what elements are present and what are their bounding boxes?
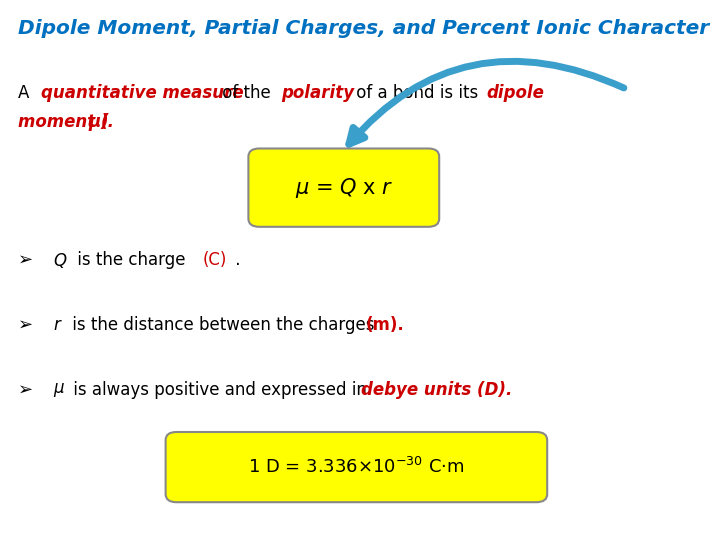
FancyBboxPatch shape [166,432,547,502]
Text: dipole: dipole [487,84,544,102]
Text: ➢: ➢ [18,251,33,269]
Text: A: A [18,84,35,102]
Text: .: . [230,251,241,269]
FancyBboxPatch shape [248,148,439,227]
Text: debye units (D).: debye units (D). [361,381,513,399]
Text: $\it{Q}$: $\it{Q}$ [53,251,67,270]
Text: of the: of the [217,84,276,102]
Text: (m).: (m). [366,316,405,334]
Text: ➢: ➢ [18,316,33,334]
Text: is always positive and expressed in: is always positive and expressed in [68,381,372,399]
Text: $\it{\mu}$: $\it{\mu}$ [53,381,65,399]
Text: quantitative measure: quantitative measure [41,84,243,102]
Text: (C): (C) [203,251,228,269]
Text: is the distance between the charges: is the distance between the charges [67,316,379,334]
Text: ).: ). [101,113,114,131]
Text: is the charge: is the charge [72,251,191,269]
Text: of a bond is its: of a bond is its [351,84,484,102]
Text: ➢: ➢ [18,381,33,399]
Text: 1 D = 3.336$\times$10$^{-30}$ C$\cdot$m: 1 D = 3.336$\times$10$^{-30}$ C$\cdot$m [248,457,464,477]
Text: $\it{r}$: $\it{r}$ [53,316,62,334]
Text: $\it{\mu}$ = $\it{Q}$ x $\it{r}$: $\it{\mu}$ = $\it{Q}$ x $\it{r}$ [294,176,393,200]
Text: μ: μ [89,113,101,131]
Text: polarity: polarity [281,84,354,102]
Text: Dipole Moment, Partial Charges, and Percent Ionic Character: Dipole Moment, Partial Charges, and Perc… [18,19,709,38]
Text: moment (: moment ( [18,113,109,131]
